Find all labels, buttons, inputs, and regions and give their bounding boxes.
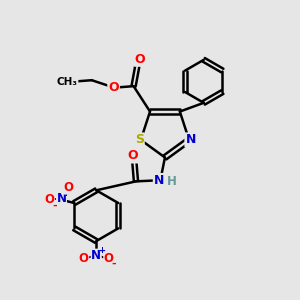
Text: N: N <box>185 134 196 146</box>
Text: H: H <box>167 175 177 188</box>
Text: CH₃: CH₃ <box>56 77 77 87</box>
Text: O: O <box>63 181 73 194</box>
Text: O: O <box>135 53 146 66</box>
Text: N: N <box>91 249 101 262</box>
Text: O: O <box>104 253 114 266</box>
Text: O: O <box>79 253 89 266</box>
Text: N: N <box>154 174 164 187</box>
Text: -: - <box>112 259 116 269</box>
Text: +: + <box>62 189 69 198</box>
Text: +: + <box>98 246 105 255</box>
Text: -: - <box>52 200 57 210</box>
Text: O: O <box>108 81 119 94</box>
Text: N: N <box>56 192 66 205</box>
Text: O: O <box>44 193 55 206</box>
Text: S: S <box>135 134 144 146</box>
Text: O: O <box>128 149 138 163</box>
